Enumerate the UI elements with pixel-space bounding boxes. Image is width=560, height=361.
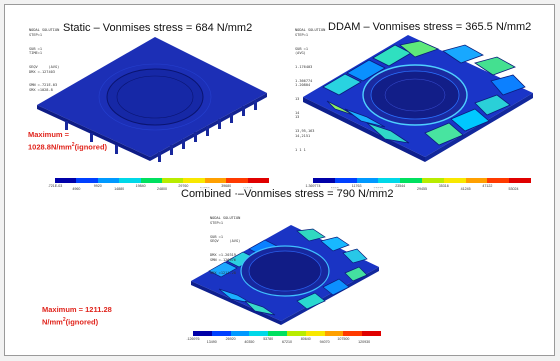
legend-swatch [421,178,444,183]
legend-swatch [204,178,227,183]
figure-frame: Static – Vonmises stress = 684 N/mm2 NOD… [4,4,555,356]
combined-contour-legend: .126976 13490 26920 40350 53780 67210 80… [187,331,381,344]
static-info-block: NODAL SOLUTION STEP=1 SUB =1 TIME=1 SEQV (… [29,28,60,92]
legend-swatch [465,178,488,183]
legend-swatch [247,178,270,183]
legend-swatch [356,178,379,183]
combined-plate-render [191,225,379,325]
legend-swatch [211,331,231,336]
ddam-contour-legend: 1.369774 5892 11763 17673 23544 29455 35… [306,178,531,191]
legend-swatch [443,178,466,183]
legend-swatch [286,331,306,336]
legend-swatch [226,178,248,183]
combined-title: Combined ·–Vonmises stress = 790 N/mm2 [179,188,396,200]
legend-swatch [343,331,363,336]
legend-swatch [334,178,357,183]
legend-swatch [162,178,184,183]
static-title: Static – Vonmises stress = 684 N/mm2 [61,22,255,34]
legend-swatch [249,331,269,336]
legend-swatch [324,331,344,336]
ddam-title: DDAM – Vonmises stress = 365.5 N/mm2 [326,21,534,33]
legend-swatch [119,178,141,183]
legend-swatch [183,178,205,183]
legend-swatch [509,178,531,183]
combined-legend-color-bar [193,331,381,336]
legend-swatch [362,331,381,336]
legend-swatch [193,331,212,336]
legend-swatch [268,331,287,336]
legend-swatch [230,331,250,336]
ddam-info-block: NODAL SOLUTION STEP=1 SUB =1 (AVG) 1.17640… [295,28,326,152]
legend-swatch [76,178,98,183]
static-contour-legend: .721E-03 4960 9920 14880 19840 24800 297… [48,178,270,191]
ddam-plate-render [303,35,533,162]
legend-swatch [487,178,510,183]
legend-swatch [97,178,120,183]
static-plate-render [37,37,267,162]
legend-swatch [140,178,163,183]
ddam-legend-color-bar [313,178,531,183]
legend-swatch [55,178,77,183]
static-maximum-note: Maximum = 1028.8N/mm2(ignored) [28,130,108,152]
combined-info-block: NODAL SOLUTION STEP=1 SUB =1 SEQV (AVG) DM… [210,216,241,276]
combined-maximum-note: Maximum = 1211.28 N/mm2(ignored) [42,305,112,327]
legend-swatch [378,178,401,183]
static-legend-color-bar [55,178,270,183]
legend-swatch [305,331,325,336]
legend-swatch [313,178,335,183]
legend-swatch [400,178,422,183]
